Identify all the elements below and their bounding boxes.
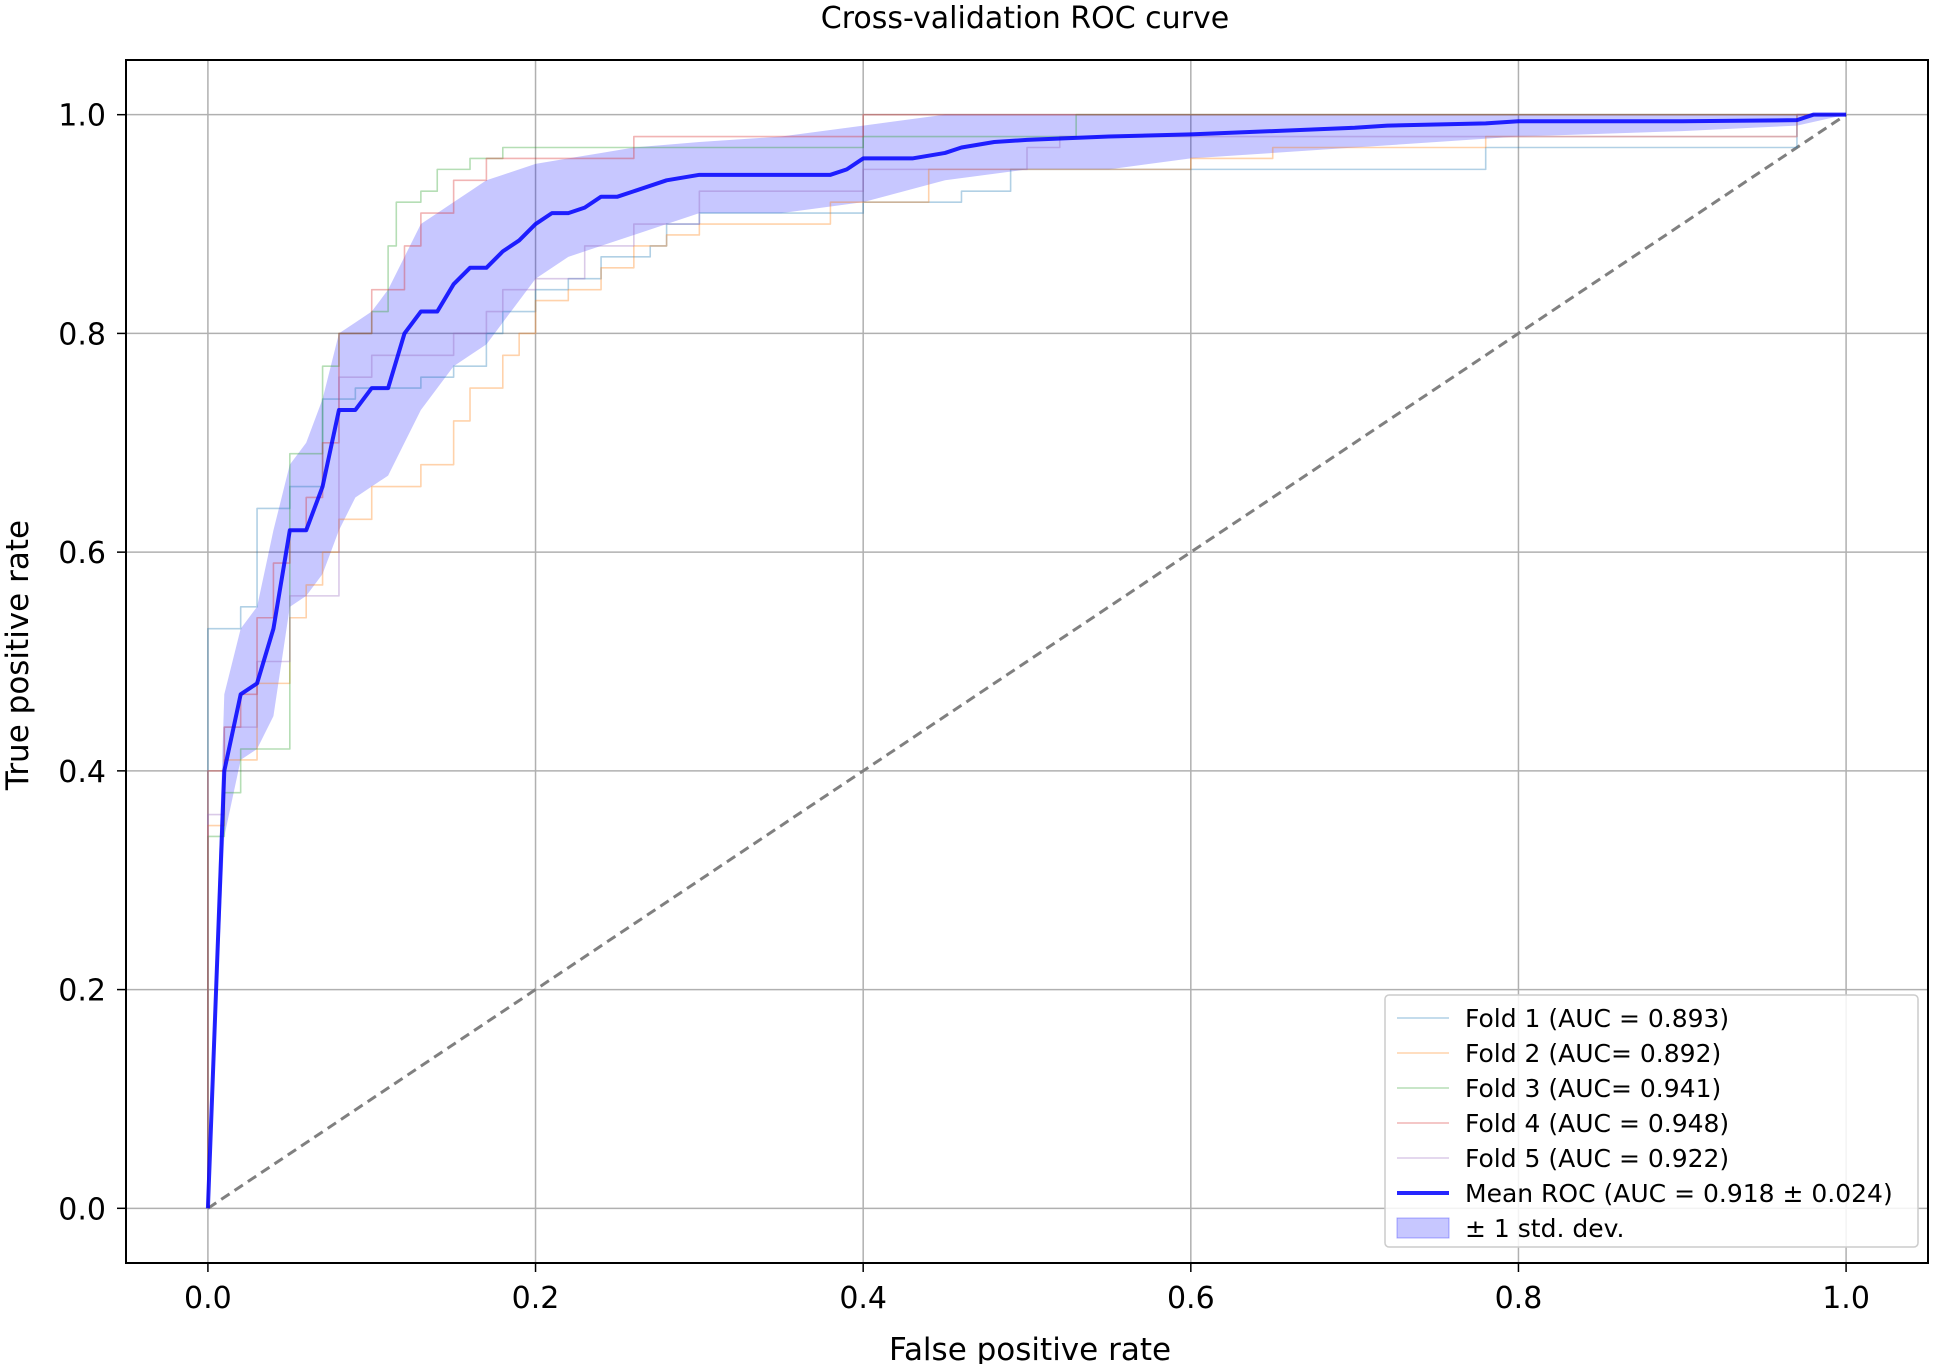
y-tick-label: 0.4 — [58, 755, 106, 790]
fold-3-line — [207, 113, 1847, 1209]
series-layer — [205, 112, 1847, 1209]
x-tick-label: 0.2 — [512, 1281, 560, 1316]
x-axis-label: False positive rate — [889, 1332, 1171, 1364]
chance-line — [207, 113, 1847, 1210]
plot-frame — [125, 59, 1929, 1264]
legend-label: Mean ROC (AUC = 0.918 ± 0.024) — [1465, 1179, 1893, 1208]
y-tick-label: 0.2 — [58, 974, 106, 1009]
y-axis-label: True positive rate — [0, 520, 36, 791]
legend-label: Fold 2 (AUC= 0.892) — [1465, 1039, 1721, 1068]
legend: Fold 1 (AUC = 0.893) Fold 2 (AUC= 0.892) F… — [1384, 994, 1919, 1248]
x-tick-label: 0.0 — [184, 1281, 232, 1316]
y-tick-label: 0.0 — [58, 1192, 106, 1227]
fold-5-line — [207, 113, 1847, 1209]
x-axis-ticks: 0.0 0.2 0.4 0.6 0.8 1.0 — [184, 1263, 1870, 1316]
legend-box — [1384, 994, 1919, 1248]
fold-2-line — [207, 113, 1847, 1209]
y-tick-label: 1.0 — [58, 99, 106, 134]
y-tick-label: 0.6 — [58, 536, 106, 571]
y-axis-ticks: 0.0 0.2 0.4 0.6 0.8 1.0 — [58, 99, 126, 1227]
x-tick-label: 0.6 — [1167, 1281, 1215, 1316]
x-tick-label: 1.0 — [1822, 1281, 1870, 1316]
chart-title: Cross-validation ROC curve — [821, 1, 1230, 36]
mean-roc-line — [205, 112, 1847, 1209]
y-tick-label: 0.8 — [58, 317, 106, 352]
grid — [126, 60, 1928, 1263]
legend-label: ± 1 std. dev. — [1465, 1214, 1624, 1243]
x-tick-label: 0.4 — [839, 1281, 887, 1316]
fold-1-line — [207, 113, 1847, 1209]
legend-label: Fold 1 (AUC = 0.893) — [1465, 1004, 1729, 1033]
legend-label: Fold 3 (AUC= 0.941) — [1465, 1074, 1721, 1103]
legend-swatch-band — [1396, 1217, 1450, 1239]
fold-4-line — [207, 113, 1847, 1209]
legend-label: Fold 4 (AUC = 0.948) — [1465, 1109, 1729, 1138]
legend-label: Fold 5 (AUC = 0.922) — [1465, 1144, 1729, 1173]
x-tick-label: 0.8 — [1495, 1281, 1543, 1316]
